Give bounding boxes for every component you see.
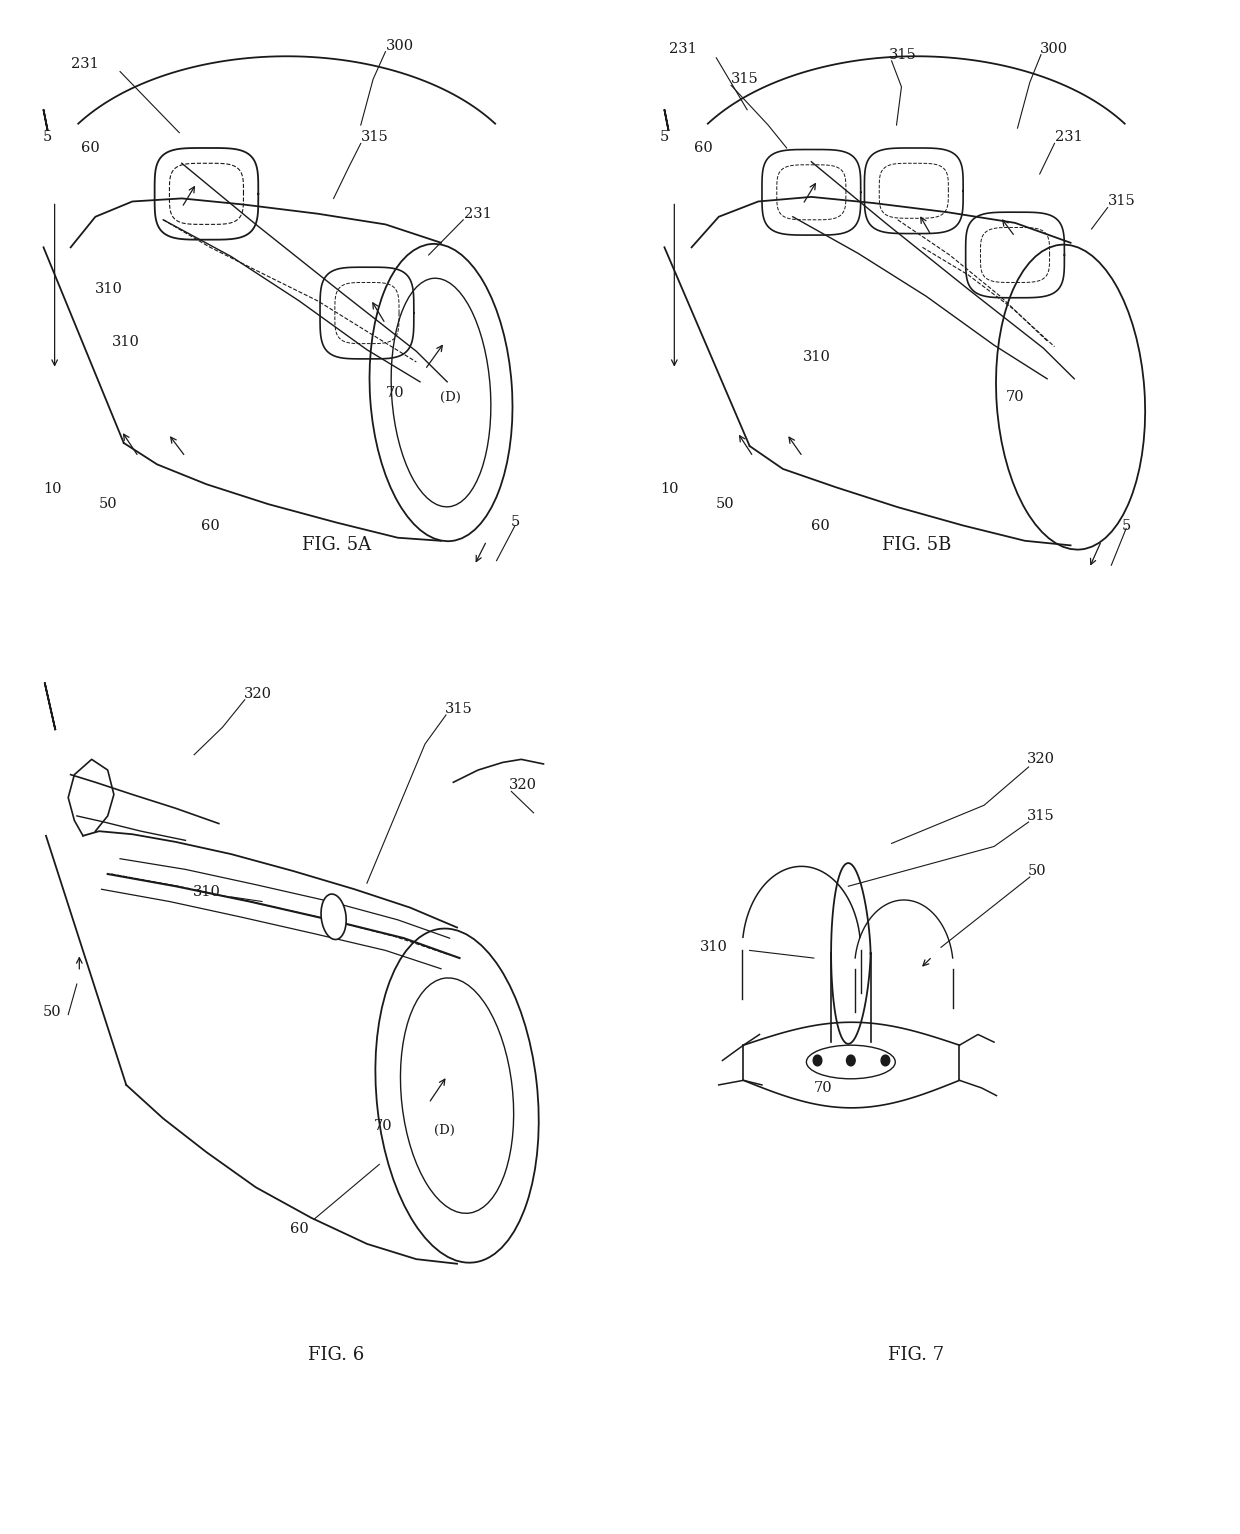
Text: 310: 310 xyxy=(701,940,728,954)
Text: 10: 10 xyxy=(660,482,678,495)
Text: 70: 70 xyxy=(373,1120,392,1134)
Text: FIG. 5A: FIG. 5A xyxy=(301,537,371,554)
Text: 5: 5 xyxy=(1121,518,1131,532)
Text: 60: 60 xyxy=(811,518,830,532)
Text: 310: 310 xyxy=(95,282,123,296)
Text: 315: 315 xyxy=(361,130,388,144)
Circle shape xyxy=(882,1055,890,1066)
Text: 60: 60 xyxy=(81,141,99,155)
Text: 310: 310 xyxy=(802,350,831,365)
Text: 50: 50 xyxy=(98,497,117,511)
Text: 315: 315 xyxy=(889,48,916,61)
Text: 231: 231 xyxy=(464,207,492,221)
Text: 50: 50 xyxy=(1028,864,1047,877)
Text: 50: 50 xyxy=(715,497,734,511)
Text: FIG. 5B: FIG. 5B xyxy=(882,537,951,554)
Text: 320: 320 xyxy=(243,687,272,701)
Text: 5: 5 xyxy=(660,130,670,144)
Text: 70: 70 xyxy=(1006,390,1024,403)
Text: 310: 310 xyxy=(112,334,139,350)
Text: 300: 300 xyxy=(1039,41,1068,55)
Text: 315: 315 xyxy=(1107,195,1136,209)
Text: (D): (D) xyxy=(440,391,461,403)
Text: 231: 231 xyxy=(1054,130,1083,144)
Text: 231: 231 xyxy=(670,41,697,55)
Text: 320: 320 xyxy=(508,778,537,793)
Text: 315: 315 xyxy=(732,72,759,86)
Text: 10: 10 xyxy=(43,482,62,495)
Text: 320: 320 xyxy=(1028,752,1055,767)
Text: 5: 5 xyxy=(43,130,52,144)
Text: 5: 5 xyxy=(511,515,520,529)
Text: 60: 60 xyxy=(694,141,713,155)
Text: FIG. 7: FIG. 7 xyxy=(888,1347,945,1364)
Text: 70: 70 xyxy=(386,385,404,399)
Text: 310: 310 xyxy=(192,885,221,899)
Circle shape xyxy=(847,1055,856,1066)
Text: 300: 300 xyxy=(386,38,414,52)
Text: (D): (D) xyxy=(434,1124,455,1137)
Text: 60: 60 xyxy=(201,518,219,532)
Text: FIG. 6: FIG. 6 xyxy=(308,1347,365,1364)
Text: 315: 315 xyxy=(445,703,472,716)
Ellipse shape xyxy=(321,894,346,939)
Text: 50: 50 xyxy=(43,1005,62,1019)
Text: 60: 60 xyxy=(290,1221,309,1235)
Text: 315: 315 xyxy=(1028,808,1055,822)
Text: 70: 70 xyxy=(813,1081,832,1095)
Circle shape xyxy=(813,1055,822,1066)
Text: 231: 231 xyxy=(71,57,98,71)
